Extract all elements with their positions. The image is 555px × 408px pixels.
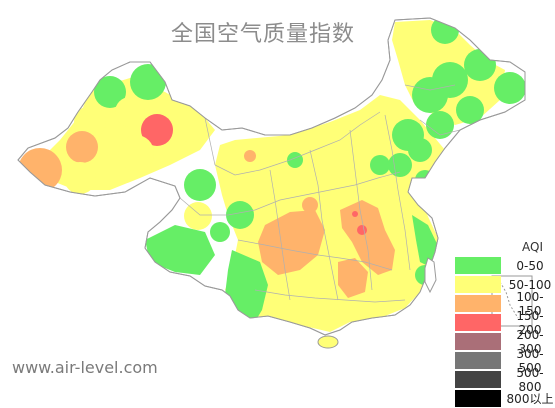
- aqi-blob: [94, 76, 126, 108]
- aqi-region-tibet-green: [145, 225, 215, 275]
- legend-swatch: [455, 314, 501, 331]
- legend-label: 800以上: [506, 392, 554, 406]
- legend-rows: 0-50 50-100 100-150 150-200 200-300 300-500 50…: [455, 256, 555, 408]
- legend-label: 100-150: [516, 289, 544, 318]
- aqi-blob: [66, 131, 98, 163]
- aqi-blob: [302, 197, 318, 213]
- aqi-blob: [388, 153, 412, 177]
- china-border: [17, 17, 526, 336]
- aqi-blob: [118, 135, 154, 171]
- legend-title: AQI: [522, 240, 543, 254]
- aqi-legend: AQI 0-50 50-100 100-150 150-200 200-300 300-5…: [455, 238, 555, 408]
- aqi-blob: [412, 77, 448, 113]
- watermark: www.air-level.com: [12, 358, 158, 377]
- aqi-blob: [184, 169, 216, 201]
- legend-item: 200-300: [455, 328, 555, 356]
- aqi-blob: [74, 106, 106, 138]
- map-title: 全国空气质量指数: [170, 22, 355, 47]
- legend-item: 100-150: [455, 290, 555, 318]
- legend-item: 150-200: [455, 309, 555, 337]
- hainan-island: [317, 335, 339, 349]
- aqi-region-yellow-east: [215, 95, 445, 332]
- aqi-region-orange-sichuan: [258, 210, 325, 275]
- legend-swatch: [455, 276, 501, 293]
- aqi-blob: [174, 110, 206, 142]
- aqi-region-orange-hunan: [338, 258, 368, 298]
- aqi-region-coast-green: [412, 215, 440, 268]
- legend-label: 500-800: [516, 365, 544, 394]
- taiwan-island: [424, 257, 437, 294]
- aqi-blob: [426, 111, 454, 139]
- aqi-blob: [115, 97, 145, 127]
- legend-label: 50-100: [508, 277, 552, 292]
- aqi-blob: [184, 202, 212, 230]
- aqi-blob: [18, 148, 62, 192]
- aqi-blob: [287, 152, 303, 168]
- aqi-blob: [226, 201, 254, 229]
- legend-label: 150-200: [516, 308, 544, 337]
- aqi-blob: [141, 114, 173, 146]
- aqi-blob: [415, 170, 435, 190]
- legend-label: 0-50: [516, 258, 544, 273]
- legend-swatch: [455, 371, 501, 388]
- legend-swatch: [455, 352, 501, 369]
- aqi-blob: [352, 211, 358, 217]
- legend-label: 200-300: [516, 327, 544, 356]
- legend-swatch: [455, 333, 501, 350]
- aqi-blob: [464, 49, 496, 81]
- legend-item: 800以上: [455, 389, 555, 408]
- aqi-blob: [494, 72, 525, 104]
- aqi-blob: [408, 138, 432, 162]
- south-china-sea-line: [499, 281, 519, 319]
- aqi-blob: [210, 222, 230, 242]
- legend-swatch: [455, 295, 501, 312]
- legend-swatch: [455, 390, 501, 407]
- legend-item: 0-50: [455, 256, 555, 275]
- aqi-blob: [370, 155, 390, 175]
- aqi-color-layer: [18, 18, 525, 332]
- legend-label: 300-500: [516, 346, 544, 375]
- legend-item: 500-800: [455, 366, 555, 394]
- legend-item: 50-100: [455, 275, 555, 294]
- legend-swatch: [455, 257, 501, 274]
- aqi-blob: [244, 150, 256, 162]
- aqi-blob: [357, 225, 367, 235]
- aqi-blob: [130, 64, 166, 100]
- province-boundaries: [149, 84, 461, 303]
- legend-item: 300-500: [455, 347, 555, 375]
- aqi-blob: [456, 96, 484, 124]
- aqi-blob: [64, 162, 96, 194]
- aqi-region-orange-henan: [340, 200, 395, 275]
